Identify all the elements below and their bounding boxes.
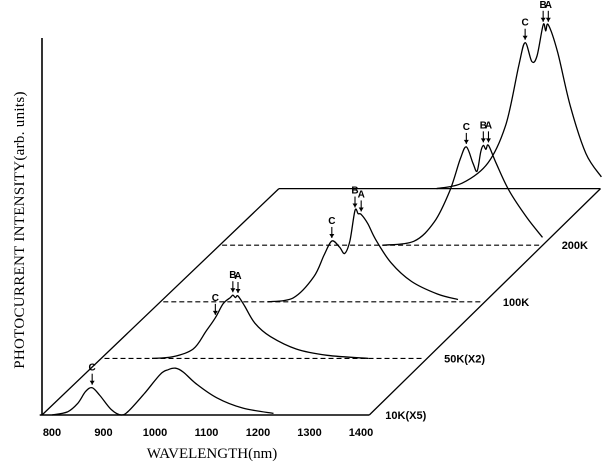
depth-axis-right [368,188,601,416]
peak-label-A: A [545,0,552,11]
peak-arrowhead [352,203,358,208]
series-label-2: 100K [503,297,529,309]
x-tick-label: 1400 [349,427,373,439]
peak-arrowhead [230,288,236,293]
peak-label-A: A [358,189,365,200]
peak-label-B: B [480,120,487,131]
peak-label-A: A [485,120,492,131]
peak-label-C: C [522,18,529,29]
peak-label-A: A [234,271,241,282]
series-name-labels: 10K(X5)50K(X2)100K200K293K [385,240,588,422]
x-tick-label: 1300 [297,427,321,439]
x-tick-label: 900 [94,427,112,439]
peak-label-C: C [89,363,96,374]
peak-label-C: C [212,293,219,304]
peak-arrowhead [485,138,491,143]
x-axis-label: WAVELENGTH(nm) [147,446,278,462]
peak-arrowhead [89,380,95,385]
series-label-3: 200K [562,240,588,252]
peak-arrowhead [329,233,335,238]
peak-arrowhead [522,35,528,40]
x-tick-labels: 800 900 1000 1100 1200 1300 1400 [43,427,373,439]
y-axis-label: PHOTOCURRENT INTENSITY(arb. units) [12,91,28,369]
peak-arrowhead [212,310,218,315]
peak-label-B: B [229,270,236,281]
peak-arrowhead [358,207,364,212]
peak-label-C: C [463,122,470,133]
x-tick-label: 1100 [195,427,219,439]
peak-arrowhead [540,17,546,22]
peak-label-C: C [328,216,335,227]
peak-arrowhead [463,139,469,144]
series-line-4 [436,23,602,190]
peak-label-B: B [540,0,547,11]
x-tick-label: 1000 [143,427,167,439]
series-curves [51,23,602,416]
series-label-1: 50K(X2) [444,353,485,365]
peak-label-B: B [351,186,358,197]
series-baselines [104,244,540,359]
peak-arrowhead [480,138,486,143]
series-line-1 [151,294,369,360]
peak-arrowhead [545,17,551,22]
series-line-2 [267,208,459,303]
peak-arrowhead [235,289,241,293]
x-tick-label: 800 [43,427,61,439]
x-tick-label: 1200 [246,427,270,439]
depth-axis-left [41,188,280,416]
series-label-0: 10K(X5) [385,410,426,422]
series-line-0 [51,367,274,416]
series-line-3 [382,144,544,246]
